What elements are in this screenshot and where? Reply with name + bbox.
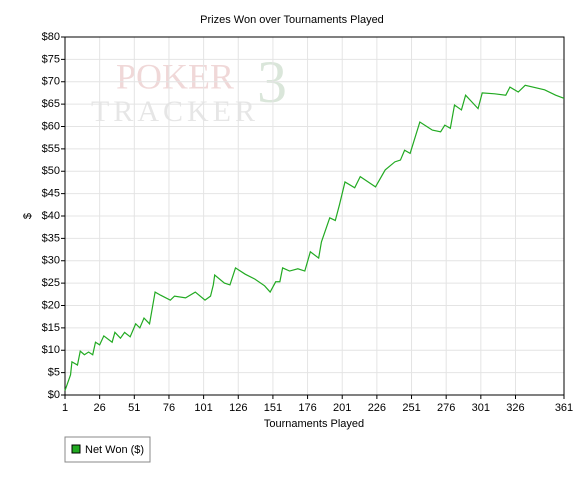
y-axis-label: $ [22,213,34,219]
y-tick-label: $65 [42,98,60,110]
y-tick-label: $80 [42,31,60,43]
y-tick-label: $5 [48,367,60,379]
watermark: POKER TRACKER 3 [91,49,287,128]
y-tick-label: $75 [42,53,60,65]
x-axis-label: Tournaments Played [264,418,364,430]
y-tick-label: $45 [42,188,60,200]
x-tick-label: 26 [94,402,106,414]
y-tick-label: $30 [42,255,60,267]
y-tick-label: $20 [42,299,60,311]
legend-label: Net Won ($) [85,444,144,456]
y-tick-label: $0 [48,389,60,401]
y-tick-label: $35 [42,232,60,244]
x-tick-label: 101 [194,402,212,414]
x-tick-label: 176 [298,402,316,414]
x-tick-label: 151 [264,402,282,414]
data-line [64,84,565,391]
x-tick-label: 201 [333,402,351,414]
x-tick-label: 76 [163,402,175,414]
x-tick-label: 226 [368,402,386,414]
legend-swatch [71,444,81,454]
x-tick-label: 51 [128,402,140,414]
y-tick-label: $55 [42,143,60,155]
watermark-text: POKER [116,56,234,96]
x-tick-label: 126 [229,402,247,414]
y-tick-label: $60 [42,120,60,132]
y-tick-label: $70 [42,76,60,88]
y-tick-label: $25 [42,277,60,289]
plot-frame [64,36,565,396]
y-tick-label: $50 [42,165,60,177]
y-tick-label: $15 [42,322,60,334]
y-tick-label: $10 [42,344,60,356]
x-tick-label: 251 [402,402,420,414]
x-tick-label: 301 [472,402,490,414]
chart-title: Prizes Won over Tournaments Played [200,14,384,26]
watermark-text: TRACKER [91,95,259,128]
x-tick-label: 1 [62,402,68,414]
x-tick-label: 326 [506,402,524,414]
y-tick-label: $40 [42,210,60,222]
x-tick-label: 276 [437,402,455,414]
x-tick-label: 361 [555,402,573,414]
